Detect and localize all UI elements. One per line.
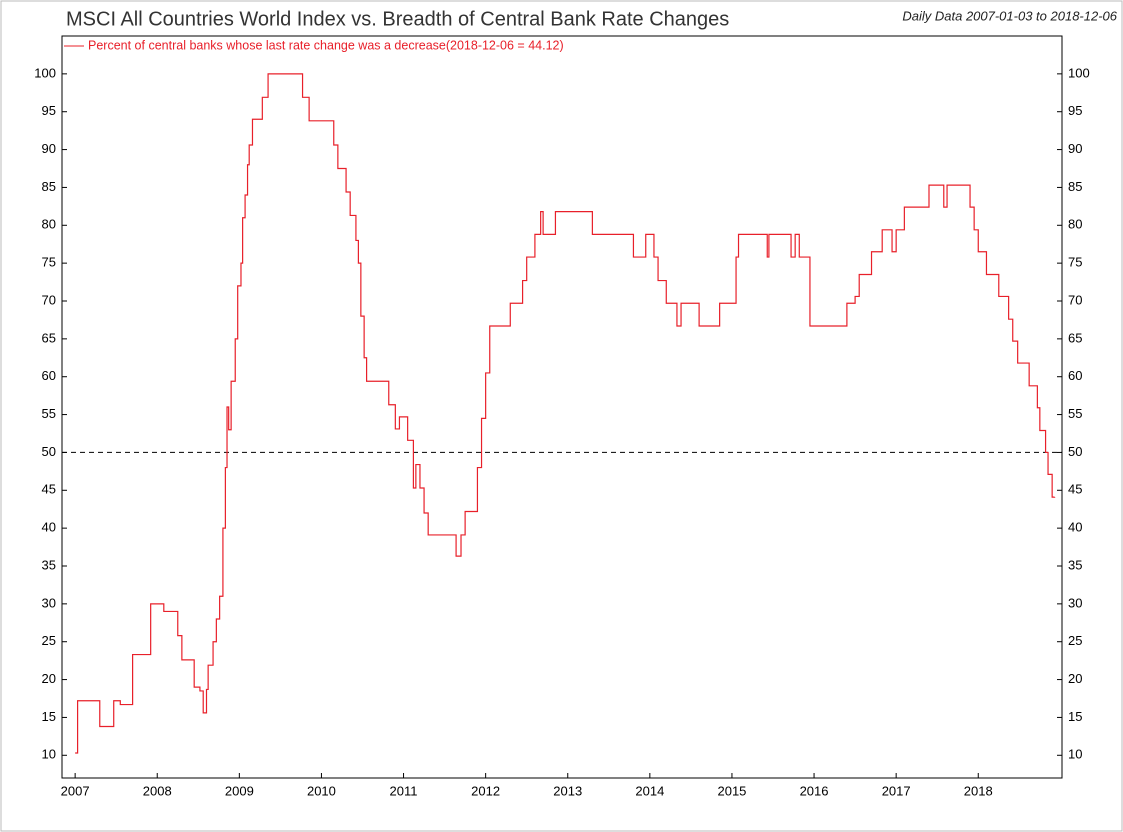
x-tick-label: 2017 (882, 783, 911, 798)
y-tick-label: 45 (42, 482, 56, 497)
y2-tick-label: 25 (1068, 633, 1082, 648)
x-tick-label: 2014 (635, 783, 664, 798)
x-tick-label: 2008 (143, 783, 172, 798)
y2-tick-label: 20 (1068, 671, 1082, 686)
y-tick-label: 80 (42, 217, 56, 232)
chart-subtitle: Daily Data 2007-01-03 to 2018-12-06 (902, 8, 1117, 23)
y-tick-label: 25 (42, 633, 56, 648)
y-tick-label: 55 (42, 406, 56, 421)
y-tick-label: 85 (42, 179, 56, 194)
y-tick-label: 40 (42, 520, 56, 535)
x-tick-label: 2010 (307, 783, 336, 798)
y-tick-label: 70 (42, 292, 56, 307)
y-tick-label: 65 (42, 330, 56, 345)
y2-tick-label: 75 (1068, 255, 1082, 270)
x-tick-label: 2007 (61, 783, 90, 798)
data-line (75, 73, 1056, 754)
chart-title: MSCI All Countries World Index vs. Bread… (66, 8, 729, 30)
y2-tick-label: 60 (1068, 368, 1082, 383)
y-tick-label: 35 (42, 557, 56, 572)
x-tick-label: 2012 (471, 783, 500, 798)
y2-tick-label: 85 (1068, 179, 1082, 194)
y2-tick-label: 45 (1068, 482, 1082, 497)
y-tick-label: 95 (42, 103, 56, 118)
y2-tick-label: 70 (1068, 292, 1082, 307)
y-tick-label: 20 (42, 671, 56, 686)
y2-tick-label: 10 (1068, 747, 1082, 762)
y-tick-label: 100 (34, 65, 56, 80)
y2-tick-label: 35 (1068, 557, 1082, 572)
y-tick-label: 90 (42, 141, 56, 156)
y2-tick-label: 80 (1068, 217, 1082, 232)
legend-label: Percent of central banks whose last rate… (88, 38, 564, 52)
y-tick-label: 15 (42, 709, 56, 724)
y-tick-label: 10 (42, 747, 56, 762)
x-tick-label: 2015 (717, 783, 746, 798)
x-tick-label: 2018 (964, 783, 993, 798)
y2-tick-label: 40 (1068, 520, 1082, 535)
plot-frame (61, 35, 1063, 779)
x-tick-label: 2011 (390, 783, 418, 798)
y2-tick-label: 30 (1068, 595, 1082, 610)
y2-tick-label: 95 (1068, 103, 1082, 118)
y-tick-label: 60 (42, 368, 56, 383)
y-tick-label: 30 (42, 595, 56, 610)
y-tick-label: 75 (42, 255, 56, 270)
y2-tick-label: 90 (1068, 141, 1082, 156)
x-tick-label: 2009 (225, 783, 254, 798)
x-tick-label: 2016 (800, 783, 829, 798)
y2-tick-label: 65 (1068, 330, 1082, 345)
y2-tick-label: 50 (1068, 444, 1082, 459)
y2-tick-label: 55 (1068, 406, 1082, 421)
y2-tick-label: 100 (1068, 65, 1090, 80)
y-tick-label: 50 (42, 444, 56, 459)
y2-tick-label: 15 (1068, 709, 1082, 724)
x-tick-label: 2013 (553, 783, 582, 798)
